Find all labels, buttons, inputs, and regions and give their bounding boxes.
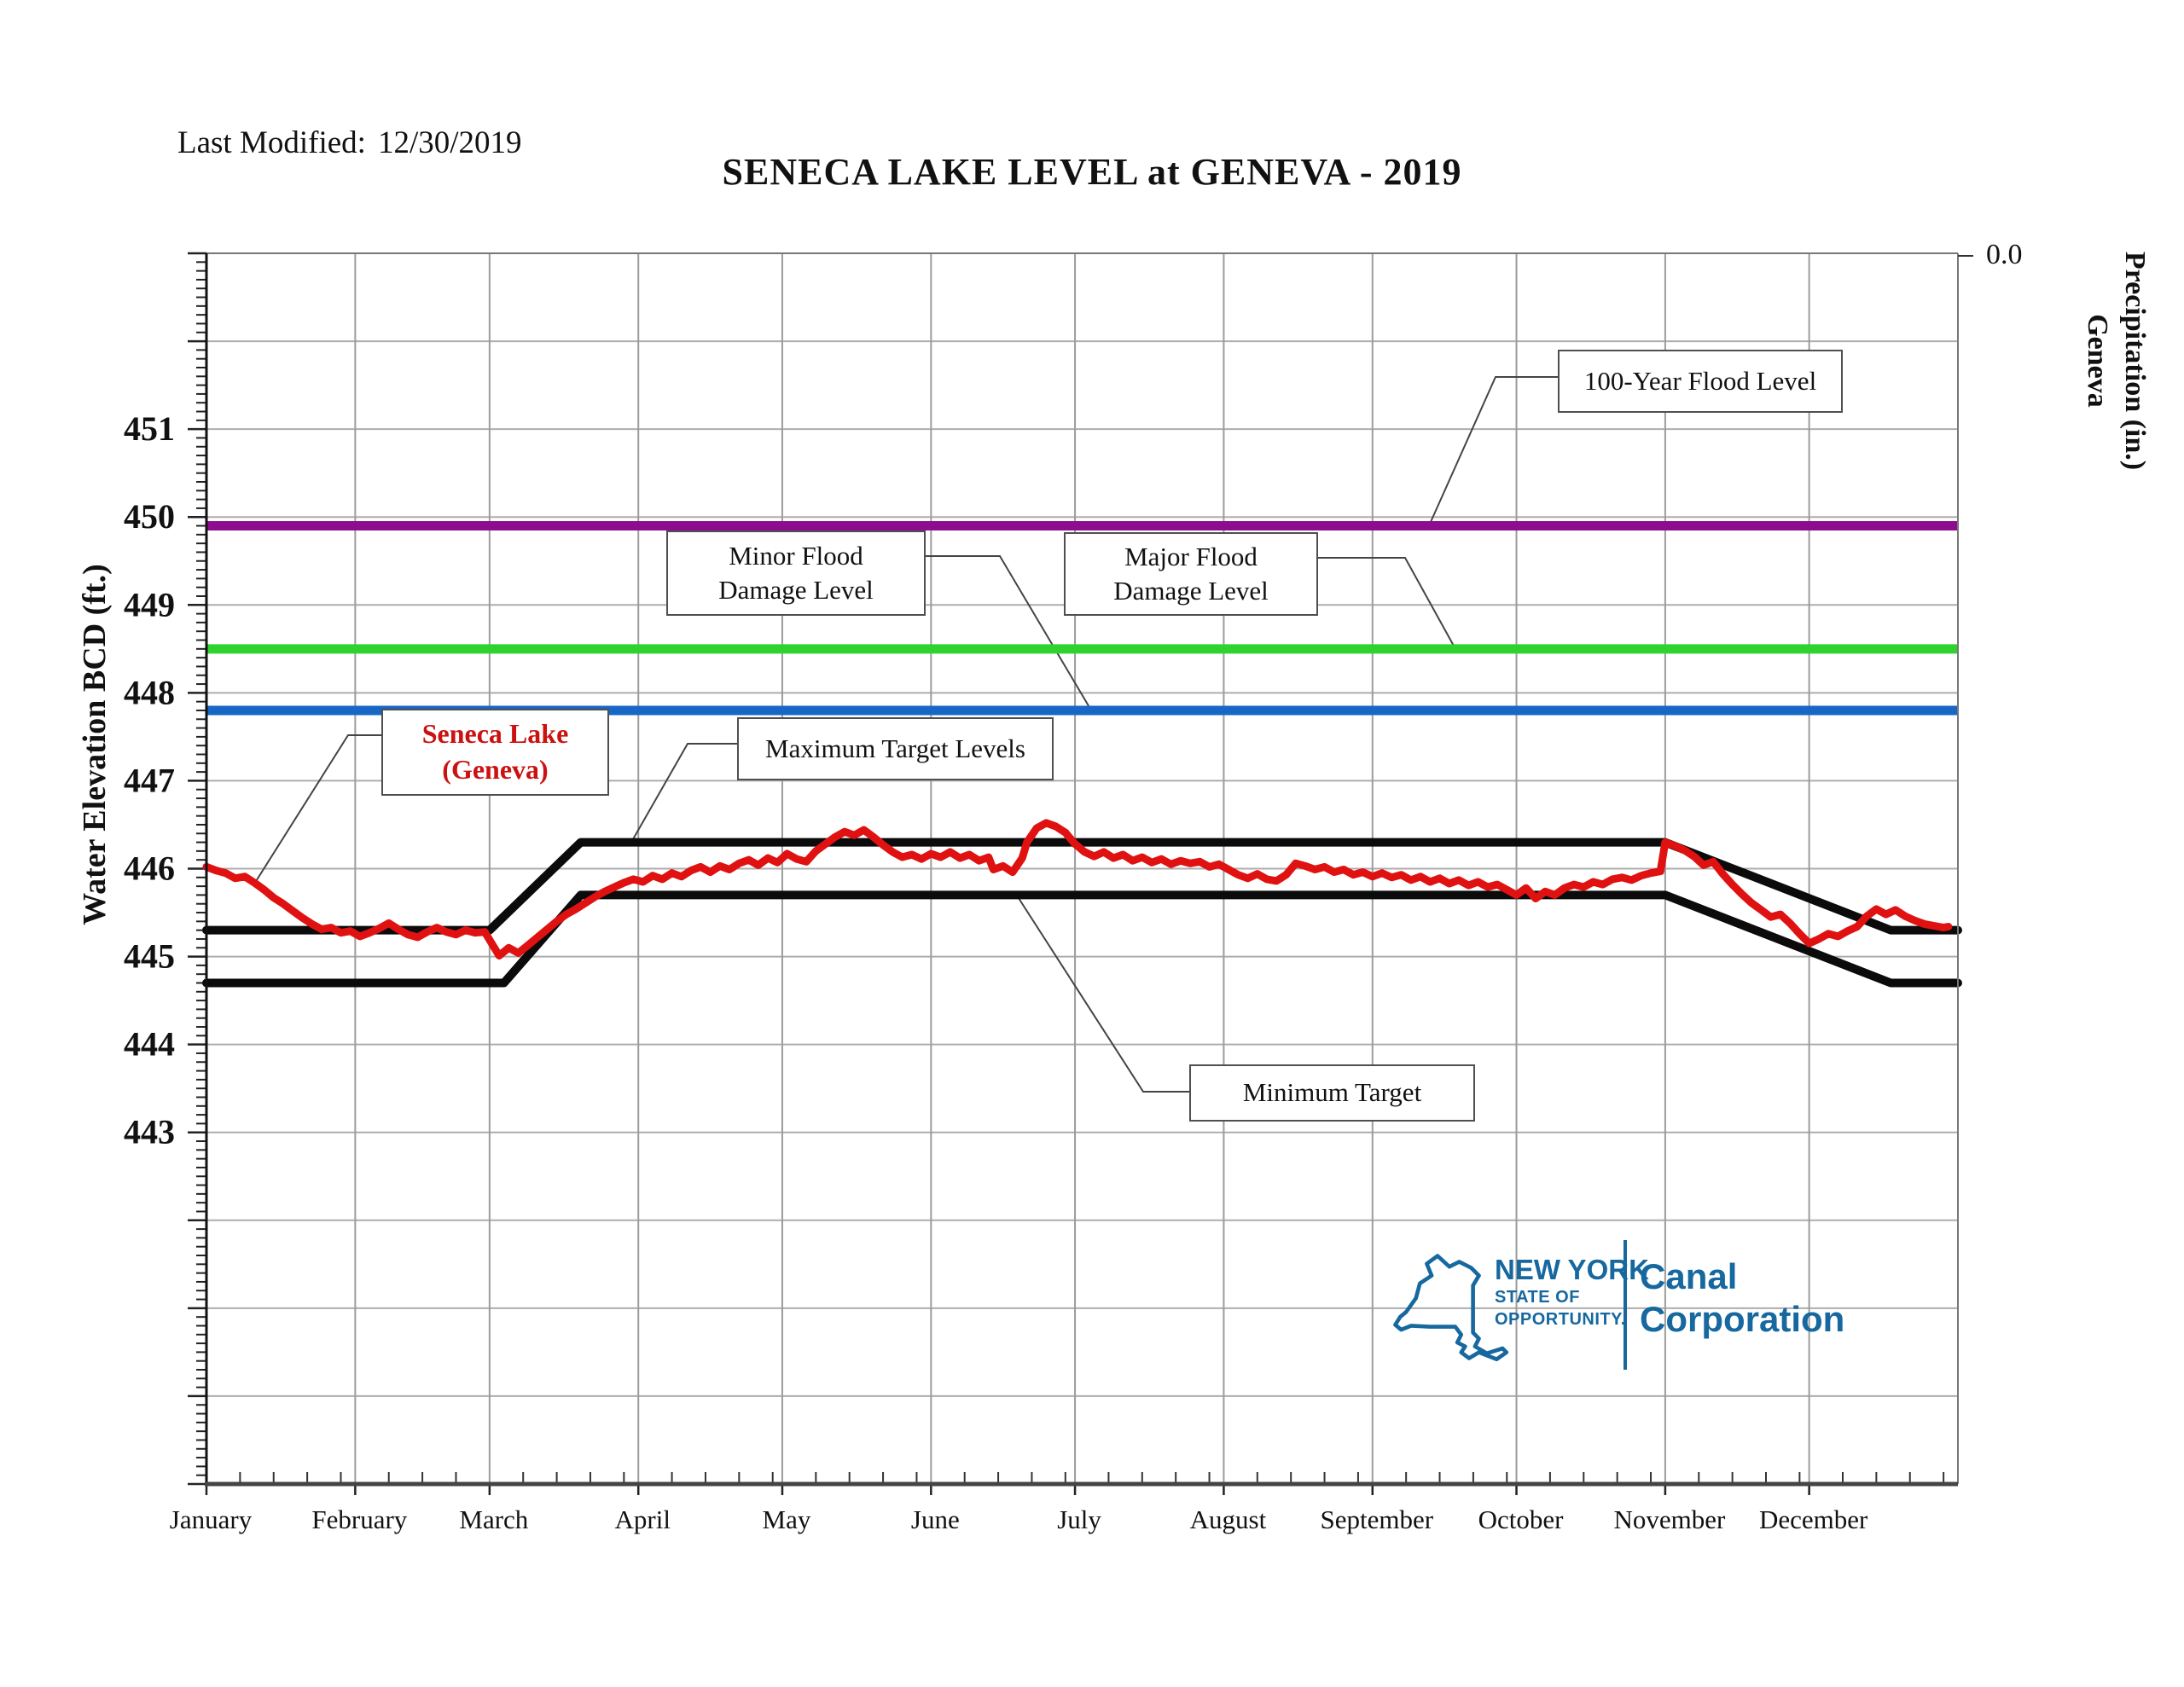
- max-target-text: Maximum Target Levels: [765, 733, 1025, 763]
- y-axis-title: Water Elevation BCD (ft.): [77, 564, 113, 925]
- y-tick-label: 443: [124, 1113, 175, 1151]
- major-flood-line2: Damage Level: [1113, 576, 1269, 606]
- logo-corporation: Corporation: [1640, 1298, 1845, 1339]
- y-tick-label: 447: [124, 761, 175, 799]
- x-month-label: June: [911, 1504, 960, 1534]
- series-lake_level: [202, 819, 1953, 959]
- logo-divider: [1623, 1240, 1627, 1370]
- logo-new-york: NEW YORK: [1495, 1254, 1649, 1285]
- x-month-label: August: [1190, 1504, 1267, 1534]
- series-min_target: [202, 890, 1962, 988]
- y-tick-label: 445: [124, 937, 175, 976]
- y-tick-label: 451: [124, 409, 175, 448]
- callout-minor-flood-damage-level: Minor Flood Damage Level: [666, 530, 926, 616]
- x-month-label: September: [1321, 1504, 1434, 1534]
- y-tick-label: 446: [124, 849, 175, 888]
- new-york-state-outline-icon: [1393, 1254, 1509, 1362]
- leader-seneca-lake: [253, 734, 381, 886]
- y2-axis-top-tick-label: 0.0: [1986, 239, 2023, 270]
- callout-seneca-lake-geneva: Seneca Lake (Geneva): [381, 709, 609, 796]
- leader-max-target: [632, 743, 737, 840]
- y2-axis-title-line1: Precipitation (in.): [2119, 251, 2151, 471]
- min-target-text: Minimum Target: [1242, 1077, 1422, 1108]
- callout-100-year-flood-level: 100-Year Flood Level: [1558, 350, 1843, 413]
- x-month-label: May: [763, 1504, 811, 1534]
- callout-minimum-target: Minimum Target: [1189, 1064, 1475, 1122]
- last-modified-text: Last Modified: 12/30/2019: [177, 125, 522, 161]
- x-month-label: July: [1057, 1504, 1101, 1534]
- x-month-label: January: [170, 1504, 253, 1534]
- x-month-label: February: [311, 1504, 407, 1534]
- seneca-lake-line1: Seneca Lake: [421, 718, 569, 750]
- logo-opportunity: OPPORTUNITY.: [1495, 1310, 1626, 1329]
- callout-major-flood-damage-level: Major Flood Damage Level: [1064, 532, 1318, 616]
- callout-100-year-flood-level-text: 100-Year Flood Level: [1583, 365, 1817, 396]
- last-modified-date: 12/30/2019: [377, 125, 522, 160]
- callout-maximum-target-levels: Maximum Target Levels: [737, 717, 1054, 780]
- x-month-label: December: [1759, 1504, 1868, 1534]
- major-flood-line1: Major Flood: [1124, 541, 1258, 571]
- last-modified-label: Last Modified:: [177, 125, 366, 160]
- x-month-label: April: [615, 1504, 671, 1534]
- y2-axis-title: Precipitation (in.) Geneva: [2075, 92, 2153, 629]
- leader-minor-flood: [921, 555, 1091, 710]
- x-month-label: November: [1613, 1504, 1726, 1534]
- y-tick-label: 448: [124, 673, 175, 711]
- leader-min-target: [1016, 895, 1189, 1093]
- logo-canal: Canal: [1640, 1256, 1738, 1296]
- logo-state-of: STATE OF: [1495, 1288, 1580, 1307]
- seneca-lake-line2: (Geneva): [442, 754, 549, 785]
- y-tick-label: 449: [124, 585, 175, 623]
- page-title: SENECA LAKE LEVEL at GENEVA - 2019: [722, 151, 1462, 193]
- y-tick-label: 450: [124, 497, 175, 536]
- leader-major-flood: [1315, 557, 1455, 648]
- minor-flood-line1: Minor Flood: [729, 540, 863, 571]
- y2-axis-title-line2: Geneva: [2081, 314, 2113, 408]
- leader-100yr: [1430, 376, 1558, 523]
- x-month-label: October: [1478, 1504, 1565, 1534]
- y-tick-label: 444: [124, 1025, 175, 1064]
- x-month-label: March: [459, 1504, 528, 1534]
- logo-wordmark: NEW YORK STATE OF OPPORTUNITY.: [1495, 1255, 1649, 1328]
- logo-canal-corporation: Canal Corporation: [1640, 1255, 1844, 1340]
- ny-canal-corporation-logo: NEW YORK STATE OF OPPORTUNITY. Canal Cor…: [1392, 1230, 1921, 1388]
- minor-flood-line2: Damage Level: [718, 575, 874, 605]
